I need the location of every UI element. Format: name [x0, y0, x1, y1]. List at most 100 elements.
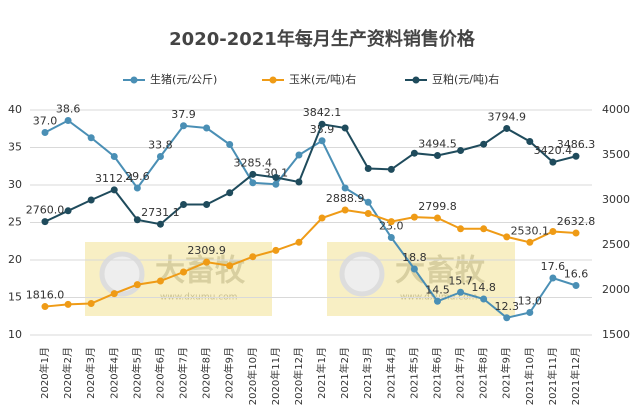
series-line	[44, 119, 577, 319]
x-tick-label: 2021年10月	[523, 347, 536, 405]
point	[457, 147, 465, 154]
x-tick-label: 2020年6月	[153, 347, 166, 399]
point	[41, 129, 49, 136]
legend-label: 豆粕(元/吨)右	[432, 72, 499, 86]
data-label: 2530.1	[511, 224, 550, 237]
watermark: 大畜牧	[155, 254, 246, 289]
data-label: 29.6	[125, 170, 150, 183]
data-label: 12.3	[494, 300, 519, 313]
x-tick-label: 2020年1月	[38, 347, 51, 399]
point	[41, 303, 49, 311]
point	[226, 262, 234, 270]
y-tick-label: 30	[8, 178, 22, 191]
point	[318, 120, 326, 128]
point	[433, 297, 441, 305]
point	[549, 158, 557, 166]
point	[526, 238, 534, 246]
data-label: 3285.4	[234, 156, 273, 169]
point	[110, 153, 118, 160]
x-tick-label: 2020年5月	[130, 347, 143, 399]
point	[480, 225, 488, 233]
data-label: 33.8	[148, 139, 173, 152]
point	[203, 124, 211, 132]
watermark: 大畜牧	[395, 254, 486, 289]
y-tick-label: 25	[8, 216, 22, 229]
point	[526, 138, 534, 145]
legend-marker	[130, 76, 138, 84]
x-tick-label: 2021年8月	[477, 347, 490, 399]
y2-tick-label: 4000	[602, 103, 630, 116]
point	[433, 214, 441, 222]
point	[318, 214, 326, 222]
data-label: 3112.4	[95, 172, 134, 185]
data-label: 2632.8	[557, 215, 596, 228]
point	[341, 124, 349, 132]
y-tick-label: 10	[8, 328, 22, 341]
point	[572, 229, 580, 237]
data-label: 2731.1	[141, 206, 180, 219]
x-tick-label: 2021年3月	[361, 347, 374, 399]
data-label: 15.7	[448, 274, 473, 287]
watermark-logo	[99, 251, 145, 297]
y-tick-label: 15	[8, 291, 22, 304]
point	[226, 141, 234, 148]
point	[364, 198, 372, 206]
x-tick-label: 2021年7月	[454, 347, 467, 399]
point	[180, 201, 188, 208]
data-label: 38.6	[56, 103, 81, 116]
point	[41, 218, 49, 226]
data-label: 23.0	[379, 220, 404, 233]
y2-tick-label: 3500	[602, 148, 630, 161]
x-tick-label: 2020年12月	[292, 347, 305, 405]
data-label: 2799.8	[418, 200, 457, 213]
x-tick-label: 2020年2月	[61, 347, 74, 399]
x-tick-label: 2020年9月	[223, 347, 236, 399]
point	[549, 274, 557, 282]
data-label: 13.0	[518, 295, 543, 308]
point	[387, 165, 395, 173]
point	[203, 258, 211, 266]
y2-tick-label: 2500	[602, 238, 630, 251]
x-tick-label: 2021年12月	[569, 347, 582, 405]
point	[226, 189, 234, 197]
point	[341, 184, 349, 192]
data-label: 17.6	[541, 260, 566, 273]
point	[87, 134, 95, 142]
point	[341, 206, 349, 214]
x-tick-label: 2021年2月	[338, 347, 351, 399]
point	[272, 246, 280, 254]
point	[572, 152, 580, 160]
data-label: 14.8	[471, 281, 496, 294]
data-label: 2888.9	[326, 192, 365, 205]
x-tick-label: 2021年1月	[315, 347, 328, 399]
data-label: 37.0	[33, 115, 58, 128]
point	[295, 178, 303, 186]
point	[156, 153, 164, 160]
data-label: 3794.9	[487, 110, 526, 123]
point	[480, 140, 488, 148]
point	[272, 174, 280, 181]
y-tick-label: 35	[8, 141, 22, 154]
point	[457, 288, 465, 296]
data-label: 1816.0	[26, 289, 65, 302]
point	[526, 309, 534, 316]
point	[180, 122, 188, 130]
point	[203, 201, 211, 208]
point	[87, 196, 95, 204]
legend-marker	[412, 76, 420, 84]
x-tick-label: 2020年8月	[200, 347, 213, 399]
point	[133, 281, 141, 289]
data-label: 14.5	[425, 283, 450, 296]
data-label: 16.6	[564, 268, 589, 281]
x-tick-label: 2021年5月	[407, 347, 420, 399]
data-label: 37.9	[171, 108, 196, 121]
point	[410, 265, 418, 273]
x-tick-label: 2020年11月	[269, 347, 282, 405]
point	[110, 186, 118, 194]
point	[64, 207, 72, 215]
point	[410, 149, 418, 157]
point	[156, 277, 164, 285]
point	[364, 210, 372, 217]
x-tick-label: 2021年4月	[384, 347, 397, 399]
